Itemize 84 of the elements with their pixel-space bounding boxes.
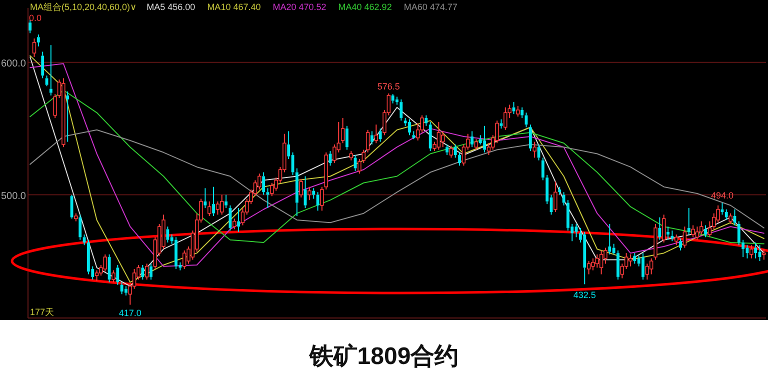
candlestick (400, 98, 403, 122)
candlestick (566, 200, 570, 232)
candlestick (49, 44, 52, 96)
y-tick-label: 600.0 (0, 58, 26, 70)
candlestick (120, 282, 124, 295)
candlestick (441, 130, 445, 148)
candlestick (78, 214, 82, 240)
candlestick (424, 114, 428, 126)
candlestick (642, 252, 644, 280)
candlestick (454, 144, 457, 158)
candlestick (36, 34, 40, 47)
candlestick (87, 239, 90, 275)
candlestick (53, 94, 57, 118)
candlestick (528, 124, 532, 152)
candlestick (312, 188, 316, 200)
candlestick (520, 106, 524, 118)
candlestick (687, 208, 690, 236)
candlestick (666, 226, 670, 240)
candlestick (458, 152, 461, 166)
candlestick (446, 144, 448, 156)
text: MA60 474.77 (404, 2, 458, 12)
candlestick (724, 208, 728, 220)
candlestick (378, 128, 382, 142)
candlestick (396, 96, 398, 106)
candlestick (354, 154, 357, 172)
candlestick (41, 51, 44, 79)
text: MA5 456.00 (146, 2, 196, 12)
candlestick (504, 106, 508, 130)
candlestick (474, 138, 478, 150)
candlestick (608, 223, 612, 255)
y-tick-label: 500.0 (0, 190, 26, 202)
candlestick (612, 243, 616, 255)
candlestick (583, 231, 586, 285)
candlestick (124, 286, 128, 296)
candlestick (212, 186, 215, 216)
candlestick (742, 239, 745, 258)
candlestick (470, 130, 474, 148)
annotation: 494.0 (710, 190, 734, 201)
candlestick (436, 121, 441, 150)
candlestick (737, 220, 740, 246)
candlestick (658, 216, 662, 240)
candlestick (483, 125, 486, 153)
candlestick (682, 226, 687, 248)
candlestick (204, 188, 207, 209)
candlestick (695, 226, 700, 240)
annotation: 432.5 (573, 290, 596, 300)
text: MA10 467.40 (207, 2, 261, 12)
candlestick (541, 157, 544, 181)
text: MA40 462.92 (338, 2, 392, 12)
candlestick (150, 263, 152, 280)
candlestick (66, 90, 70, 142)
candlestick (754, 242, 758, 259)
candlestick (679, 238, 682, 251)
candlestick (266, 188, 270, 209)
line-series (30, 90, 764, 244)
candlestick (391, 94, 394, 104)
text: 铁矿1809合约 (308, 343, 459, 370)
candlestick (258, 173, 262, 190)
text: MA20 470.52 (272, 2, 326, 12)
candlestick (295, 168, 298, 216)
candlestick (616, 250, 620, 280)
candlestick (408, 118, 411, 136)
candlestick (370, 130, 374, 145)
candlestick (349, 150, 353, 161)
candlestick (645, 263, 650, 280)
candlestick (586, 260, 591, 275)
annotation: 417.0 (118, 308, 142, 318)
legend-title: MA组合(5,10,20,40,60,0)∨ (30, 2, 137, 12)
candlestick (174, 236, 178, 270)
candlestick (208, 200, 212, 216)
annotation: 177天 (30, 307, 54, 317)
candlestick (346, 125, 348, 150)
candlestick (670, 230, 674, 242)
candlestick (116, 264, 120, 286)
candlestick (141, 264, 144, 280)
candlestick (558, 186, 562, 196)
candlestick (633, 252, 636, 264)
annotation: 0.0 (29, 13, 42, 23)
annotation: 576.5 (377, 81, 400, 92)
candlestick (108, 254, 111, 283)
candlestick (224, 194, 228, 209)
candlestick (428, 121, 432, 152)
candlestick (166, 226, 170, 243)
candlestick (237, 208, 240, 232)
